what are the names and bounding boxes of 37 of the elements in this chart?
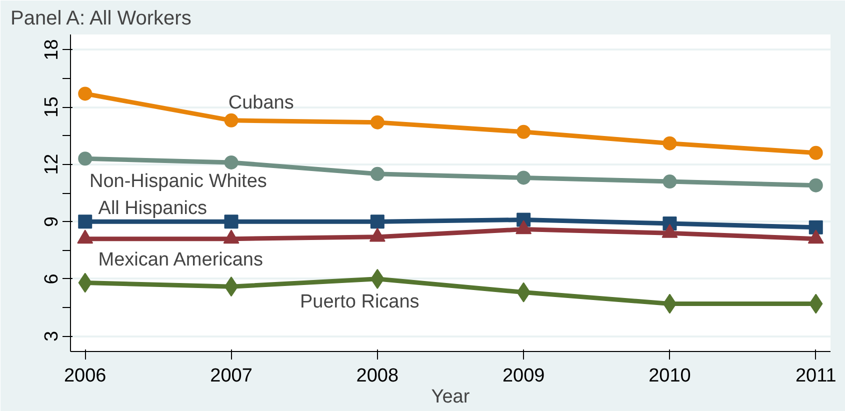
x-tick-label: 2011 xyxy=(795,366,836,386)
point xyxy=(370,166,384,181)
point xyxy=(808,178,823,192)
series-label: Puerto Ricans xyxy=(300,291,420,312)
point xyxy=(516,124,531,139)
series-label: All Hispanics xyxy=(98,198,208,219)
y-tick-label: 3 xyxy=(42,330,62,342)
point xyxy=(78,152,92,166)
point xyxy=(370,115,384,130)
point xyxy=(224,155,238,170)
y-tick-label: 12 xyxy=(42,154,62,175)
y-tick-label: 18 xyxy=(42,39,62,60)
series-label: Non-Hispanic Whites xyxy=(90,171,267,192)
point xyxy=(78,86,92,101)
point xyxy=(808,146,823,160)
point xyxy=(516,170,531,185)
point xyxy=(224,276,238,297)
point xyxy=(78,214,92,229)
chart-title: Panel A: All Workers xyxy=(10,8,192,30)
x-axis-title: Year xyxy=(431,386,470,408)
x-tick-label: 2007 xyxy=(210,366,252,386)
x-tick-label: 2006 xyxy=(64,366,106,386)
y-tick-label: 9 xyxy=(42,216,62,227)
x-tick-label: 2008 xyxy=(356,366,399,386)
series-label: Cubans xyxy=(228,92,294,114)
y-tick-label: 6 xyxy=(42,274,62,284)
point xyxy=(224,113,238,128)
point xyxy=(224,214,238,229)
x-tick-label: 2010 xyxy=(648,366,691,386)
point xyxy=(808,220,823,234)
point xyxy=(662,294,677,314)
series-label: Mexican Americans xyxy=(98,249,264,270)
y-tick-label: 15 xyxy=(42,96,62,118)
point xyxy=(370,214,384,229)
point xyxy=(662,136,677,150)
x-tick-label: 2009 xyxy=(502,366,545,386)
point xyxy=(662,174,677,189)
